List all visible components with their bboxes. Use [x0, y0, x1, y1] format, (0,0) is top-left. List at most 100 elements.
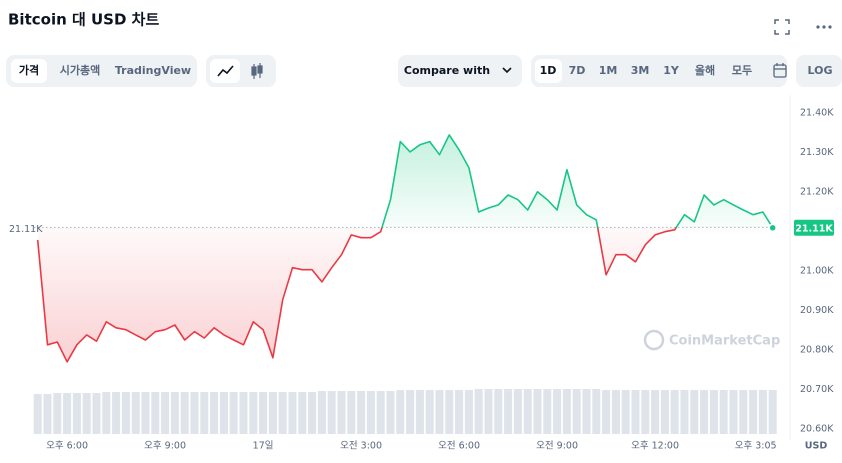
- range-selected: [535, 59, 562, 83]
- volume-bar: [180, 392, 189, 434]
- volume-bar: [102, 392, 111, 434]
- volume-bar: [592, 389, 601, 434]
- volume-bar: [709, 390, 718, 434]
- volume-bar: [739, 390, 748, 434]
- range-group: [531, 55, 787, 87]
- volume-bar: [308, 392, 317, 434]
- volume-bar: [63, 393, 72, 434]
- volume-bar: [82, 393, 91, 434]
- volume-bar: [484, 389, 493, 434]
- volume-bar: [543, 389, 552, 434]
- x-tick-label: 오후 6:00: [46, 441, 88, 452]
- volume-bar: [533, 389, 542, 434]
- area: [37, 134, 773, 362]
- volume-bar: [121, 392, 130, 434]
- volume-bar: [92, 393, 101, 434]
- volume-bar: [631, 390, 640, 434]
- volume-bar: [53, 393, 62, 434]
- chart-title: Bitcoin 대 USD 차트: [8, 11, 159, 29]
- range[interactable]: 1D: [540, 64, 557, 77]
- y-tick-label: 20.80K: [800, 344, 834, 355]
- volume-bar: [553, 389, 562, 434]
- more-icon[interactable]: [816, 25, 832, 29]
- log-label: LOG: [808, 64, 833, 77]
- volume-bar: [43, 394, 52, 434]
- volume-bar: [210, 392, 219, 434]
- watermark: CoinMarketCap: [643, 329, 780, 351]
- volume-bar: [337, 391, 346, 434]
- volume-bar: [259, 392, 268, 434]
- tab[interactable]: TradingView: [115, 64, 191, 77]
- volume-bar: [317, 391, 326, 434]
- tab[interactable]: 시가총액: [60, 63, 100, 77]
- x-tick-label: 오후 12:00: [631, 441, 679, 452]
- volume-bar: [376, 391, 385, 434]
- last-price-label: 21.11K: [795, 223, 833, 234]
- tab-group: [6, 55, 197, 87]
- log-button[interactable]: [796, 55, 842, 87]
- y-tick-label: 21.40K: [800, 107, 834, 118]
- range[interactable]: 1M: [599, 64, 618, 77]
- volume-bar: [572, 389, 581, 434]
- volume-bar: [464, 390, 473, 434]
- y-tick-label: 21.00K: [800, 265, 834, 276]
- volume-bar: [219, 392, 228, 434]
- x-tick-label: 오전 6:00: [438, 441, 480, 452]
- volume-bar: [729, 390, 738, 434]
- volume-bar: [670, 390, 679, 434]
- volume-bar: [641, 390, 650, 434]
- baseline-label: 21.11K: [9, 224, 43, 235]
- range[interactable]: 1Y: [663, 64, 680, 77]
- compare-button[interactable]: [398, 55, 522, 87]
- range[interactable]: 올해: [695, 63, 715, 77]
- volume-bar: [494, 389, 503, 434]
- volume-bar: [474, 389, 483, 434]
- tab[interactable]: 가격: [19, 63, 39, 77]
- last-price-badge: [794, 219, 834, 236]
- volume-bar: [425, 390, 434, 434]
- volume-bar: [278, 392, 287, 434]
- watermark-text: CoinMarketCap: [669, 334, 780, 349]
- volume-bar: [680, 390, 689, 434]
- range[interactable]: 7D: [569, 64, 586, 77]
- line-icon[interactable]: [217, 65, 234, 77]
- chevron: [502, 67, 512, 74]
- x-tick-label: 오후 9:00: [144, 441, 186, 452]
- volume-bar: [249, 392, 258, 434]
- volume-bar: [602, 390, 611, 434]
- volume-bar: [719, 390, 728, 434]
- volume-bar: [151, 392, 160, 434]
- volume-bar: [690, 390, 699, 434]
- volume-bar: [445, 390, 454, 434]
- range[interactable]: 모두: [732, 64, 752, 77]
- compare-label: Compare with: [404, 64, 490, 77]
- volume-bar: [523, 389, 532, 434]
- volume-bar: [435, 390, 444, 434]
- y-tick-label: 20.60K: [800, 423, 834, 434]
- x-tick-label: 17일: [253, 441, 274, 452]
- x-tick-label: 오전 3:00: [340, 441, 382, 452]
- volume-bar: [141, 392, 150, 434]
- volume-bar: [239, 392, 248, 434]
- y-tick-label: 20.70K: [800, 384, 834, 395]
- volume-bar: [190, 392, 199, 434]
- volume-bar: [33, 394, 42, 434]
- volume-bar: [562, 389, 571, 434]
- volume-bar: [200, 392, 209, 434]
- volume-bar: [700, 390, 709, 434]
- volume-bar: [298, 392, 307, 434]
- volume-bar: [288, 392, 297, 434]
- range[interactable]: 3M: [631, 64, 650, 77]
- volume-bar: [170, 392, 179, 434]
- calendar-icon[interactable]: [773, 63, 787, 78]
- volume-bar: [268, 392, 277, 434]
- volume-bar: [768, 390, 777, 434]
- tab-selected: [11, 59, 47, 83]
- x-tick-label: 오전 9:00: [536, 441, 578, 452]
- last-point: [768, 223, 777, 233]
- volume-bar: [504, 389, 513, 434]
- candle-icon[interactable]: [251, 63, 263, 79]
- fullscreen-icon[interactable]: [774, 19, 790, 35]
- volume-bar: [621, 390, 630, 434]
